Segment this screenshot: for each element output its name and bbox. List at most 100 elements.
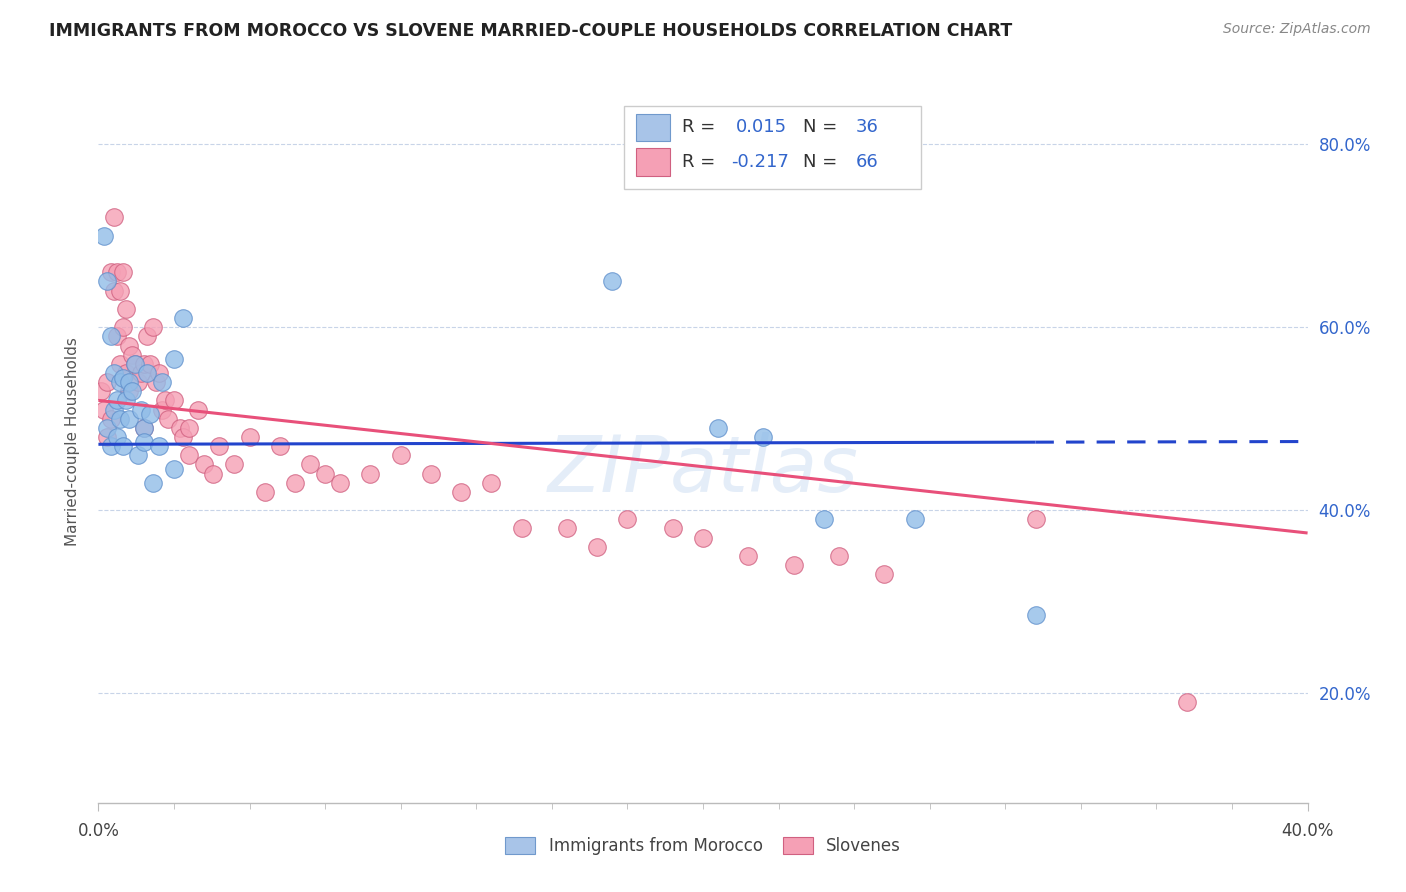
Point: [555, 521, 578, 535]
Point: [114, 301, 136, 316]
Point: [93, 402, 115, 417]
Point: [132, 421, 155, 435]
Point: [360, 467, 382, 481]
Text: R =: R =: [682, 119, 721, 136]
Point: [142, 475, 165, 490]
Point: [314, 467, 336, 481]
Point: [1024, 608, 1046, 623]
Point: [111, 320, 134, 334]
Point: [96, 275, 118, 289]
Point: [129, 402, 152, 417]
Point: [329, 475, 352, 490]
Point: [135, 366, 157, 380]
Point: [187, 402, 209, 417]
Point: [148, 366, 170, 380]
Text: IMMIGRANTS FROM MOROCCO VS SLOVENE MARRIED-COUPLE HOUSEHOLDS CORRELATION CHART: IMMIGRANTS FROM MOROCCO VS SLOVENE MARRI…: [49, 22, 1012, 40]
Point: [121, 384, 143, 399]
Point: [150, 375, 173, 389]
Point: [129, 366, 152, 380]
Point: [111, 370, 134, 384]
Point: [813, 512, 835, 526]
Point: [179, 448, 201, 462]
Point: [90, 384, 112, 399]
Point: [224, 458, 246, 472]
Point: [132, 421, 155, 435]
Point: [108, 357, 131, 371]
Point: [1175, 695, 1198, 709]
Point: [172, 430, 194, 444]
Point: [299, 458, 322, 472]
Point: [828, 549, 851, 563]
Point: [103, 211, 125, 225]
Point: [752, 430, 775, 444]
Point: [100, 265, 122, 279]
Point: [108, 375, 131, 389]
Point: [108, 411, 131, 425]
Point: [692, 531, 714, 545]
Text: R =: R =: [682, 153, 721, 171]
Point: [96, 421, 118, 435]
Point: [96, 375, 118, 389]
Text: 66: 66: [855, 153, 879, 171]
Point: [108, 284, 131, 298]
Point: [783, 558, 806, 572]
Point: [148, 439, 170, 453]
Point: [169, 421, 191, 435]
Point: [707, 421, 730, 435]
Point: [142, 320, 165, 334]
Point: [100, 411, 122, 425]
FancyBboxPatch shape: [637, 148, 671, 176]
Point: [510, 521, 533, 535]
Text: 36: 36: [855, 119, 879, 136]
Point: [105, 393, 128, 408]
Text: ZIPatlas: ZIPatlas: [547, 433, 859, 508]
Text: N =: N =: [803, 153, 844, 171]
Point: [124, 357, 146, 371]
Point: [105, 265, 128, 279]
Point: [661, 521, 683, 535]
Point: [163, 393, 186, 408]
Point: [127, 448, 149, 462]
Point: [269, 439, 291, 453]
Point: [139, 407, 162, 421]
Point: [96, 430, 118, 444]
Point: [135, 329, 157, 343]
Point: [873, 567, 896, 582]
Point: [163, 352, 186, 367]
Point: [420, 467, 443, 481]
Text: N =: N =: [803, 119, 844, 136]
Point: [616, 512, 638, 526]
Point: [105, 430, 128, 444]
Point: [114, 393, 136, 408]
Point: [602, 275, 624, 289]
Point: [118, 384, 141, 399]
Point: [118, 411, 141, 425]
Point: [481, 475, 503, 490]
Point: [118, 338, 141, 352]
Point: [202, 467, 225, 481]
Point: [172, 311, 194, 326]
Text: Source: ZipAtlas.com: Source: ZipAtlas.com: [1223, 22, 1371, 37]
Point: [127, 375, 149, 389]
Text: -0.217: -0.217: [731, 153, 789, 171]
Point: [139, 357, 162, 371]
Point: [121, 348, 143, 362]
Point: [193, 458, 215, 472]
Point: [93, 228, 115, 243]
Legend: Immigrants from Morocco, Slovenes: Immigrants from Morocco, Slovenes: [496, 829, 910, 863]
Point: [132, 434, 155, 449]
Point: [284, 475, 307, 490]
Point: [904, 512, 927, 526]
Point: [153, 393, 176, 408]
Point: [150, 402, 173, 417]
Point: [100, 329, 122, 343]
Point: [145, 375, 167, 389]
Point: [118, 375, 141, 389]
Point: [163, 462, 186, 476]
Point: [586, 540, 609, 554]
Point: [156, 411, 179, 425]
Point: [105, 329, 128, 343]
Point: [100, 439, 122, 453]
Point: [114, 366, 136, 380]
Point: [132, 357, 155, 371]
